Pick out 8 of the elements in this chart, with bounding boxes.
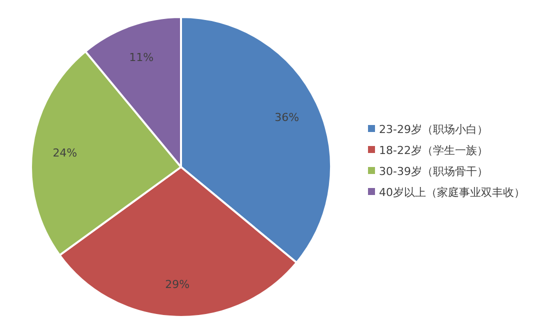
- legend-label: 30-39岁（职场骨干）: [379, 165, 488, 178]
- data-label: 29%: [165, 278, 190, 291]
- data-label: 36%: [274, 111, 300, 124]
- data-label: 11%: [129, 50, 154, 64]
- legend-label: 18-22岁（学生一族）: [379, 144, 488, 157]
- legend-label: 23-29岁（职场小白）: [379, 123, 488, 136]
- data-label: 24%: [52, 146, 78, 160]
- legend-label: 40岁以上（家庭事业双丰收）: [379, 186, 525, 199]
